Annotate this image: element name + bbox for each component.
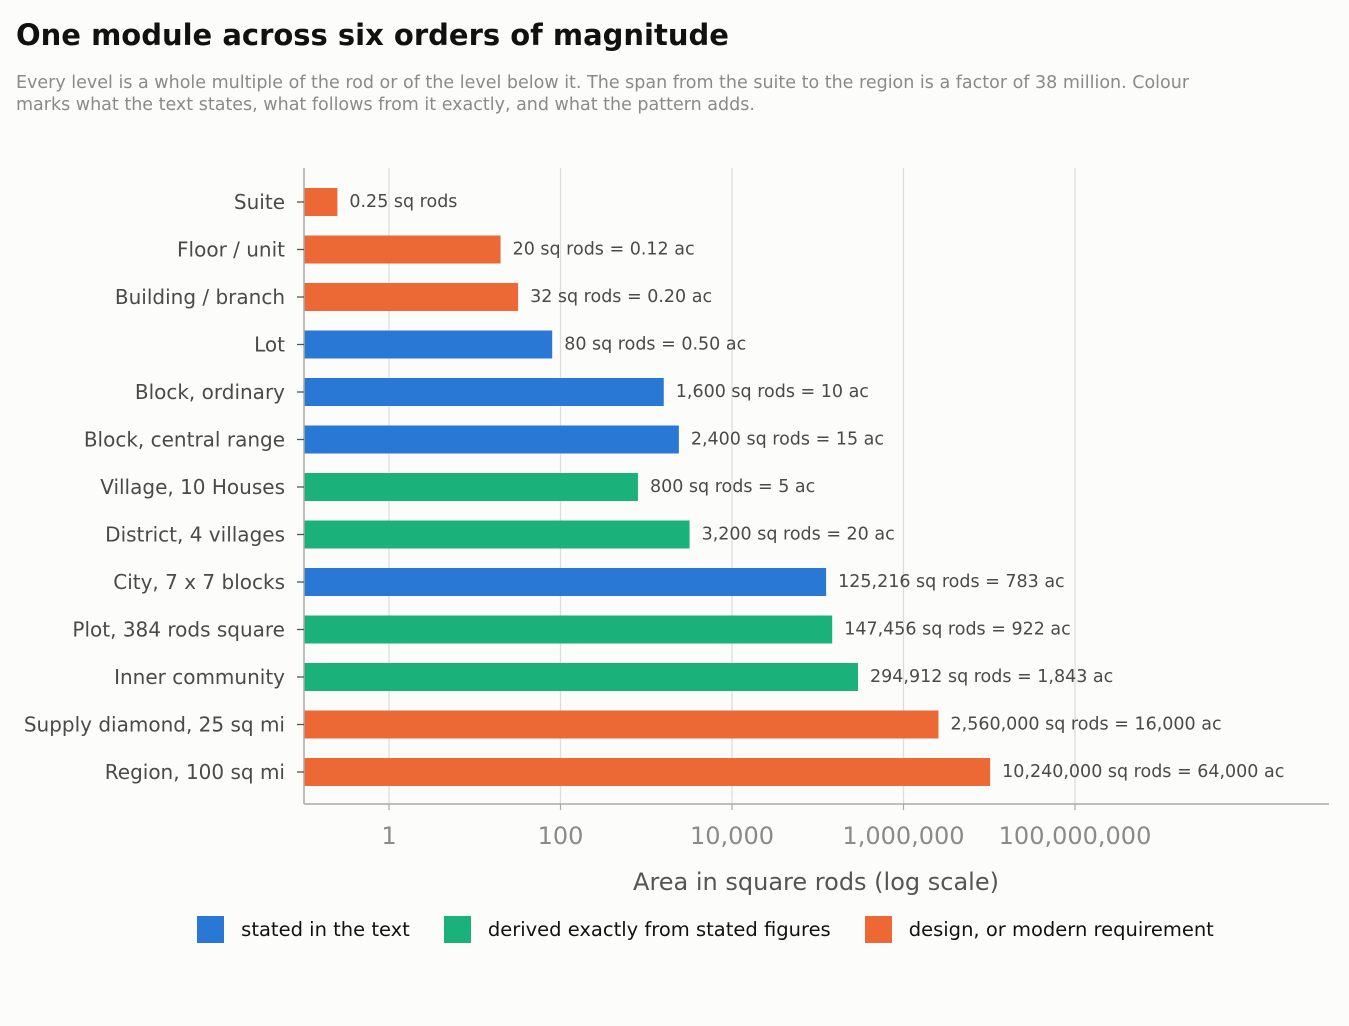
data-label: 10,240,000 sq rods = 64,000 ac [1002,762,1284,782]
labels: 1 100 10,000 1,000,000 100,000,000 Suite 0.25 … [24,190,1285,850]
category-label: Lot [254,333,285,357]
data-label: 2,400 sq rods = 15 ac [691,430,884,450]
bar [304,615,833,644]
data-label: 20 sq rods = 0.12 ac [513,240,695,260]
bar [304,425,679,454]
bar [304,283,519,311]
bar [304,758,991,786]
bar [304,235,501,264]
category-label: District, 4 villages [105,523,285,547]
x-tick-label: 100,000,000 [999,822,1152,850]
chart-subtitle: Every level is a whole multiple of the r… [16,73,1190,115]
data-label: 80 sq rods = 0.50 ac [564,335,746,355]
legend-label: stated in the text [241,918,410,941]
data-label: 147,456 sq rods = 922 ac [844,620,1071,640]
bars [304,188,991,786]
x-tick-label: 100 [538,822,584,850]
bar [304,568,827,596]
category-label: Block, ordinary [135,380,285,404]
data-label: 3,200 sq rods = 20 ac [702,525,895,545]
legend-swatch [197,916,225,943]
bar [304,378,664,406]
category-label: Supply diamond, 25 sq mi [24,713,285,737]
legend: stated in the text derived exactly from s… [0,916,1349,943]
category-label: Floor / unit [177,238,285,262]
x-axis-title: Area in square rods (log scale) [633,868,999,896]
category-label: Suite [234,190,285,214]
bar [304,520,690,549]
legend-item: derived exactly from stated figures [443,916,831,943]
category-label: City, 7 x 7 blocks [113,570,285,594]
data-label: 2,560,000 sq rods = 16,000 ac [951,715,1222,735]
legend-item: stated in the text [197,916,410,943]
category-label: Plot, 384 rods square [72,618,285,642]
legend-label: derived exactly from stated figures [487,918,831,941]
bar [304,710,939,739]
legend-label: design, or modern requirement [908,918,1214,941]
data-label: 294,912 sq rods = 1,843 ac [870,667,1113,687]
data-label: 1,600 sq rods = 10 ac [676,382,869,402]
data-label: 800 sq rods = 5 ac [650,477,815,497]
chart-title: One module across six orders of magnitud… [16,18,729,52]
legend-swatch [443,916,471,943]
bar [304,663,859,691]
axes [297,168,1329,810]
category-label: Block, central range [84,428,285,452]
legend-item: design, or modern requirement [864,916,1214,943]
bar [304,188,338,216]
category-label: Inner community [114,665,285,689]
x-tick-label: 1 [381,822,396,850]
category-label: Region, 100 sq mi [105,760,285,784]
bar [304,330,553,359]
x-tick-label: 1,000,000 [842,822,964,850]
bar [304,473,638,501]
data-label: 32 sq rods = 0.20 ac [530,287,712,307]
legend-swatch [864,916,892,943]
data-label: 125,216 sq rods = 783 ac [838,572,1065,592]
category-label: Building / branch [115,285,285,309]
category-label: Village, 10 Houses [100,475,285,499]
x-tick-label: 10,000 [690,822,774,850]
data-label: 0.25 sq rods [349,192,457,212]
